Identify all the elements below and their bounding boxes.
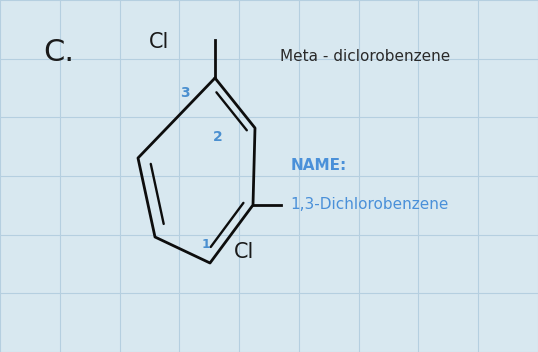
Text: 2: 2 (213, 130, 222, 144)
Text: Cl: Cl (234, 242, 254, 262)
Text: Meta - diclorobenzene: Meta - diclorobenzene (280, 49, 450, 64)
Text: 1: 1 (202, 238, 210, 251)
Text: 1,3-Dichlorobenzene: 1,3-Dichlorobenzene (291, 197, 449, 212)
Text: 3: 3 (180, 86, 190, 100)
Text: NAME:: NAME: (291, 158, 347, 173)
Text: C.: C. (43, 38, 74, 67)
Text: Cl: Cl (148, 32, 169, 52)
